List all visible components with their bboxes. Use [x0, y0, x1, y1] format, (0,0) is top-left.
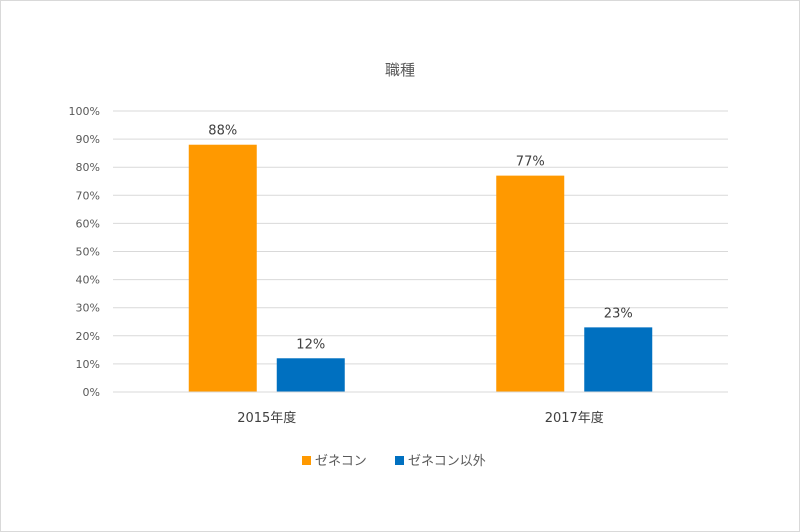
y-tick-label: 60%: [76, 217, 100, 230]
y-tick-label: 70%: [76, 189, 100, 202]
x-tick-label: 2015年度: [237, 410, 296, 426]
legend-label: ゼネコン以外: [408, 454, 486, 469]
x-axis: 2015年度 2017年度: [113, 391, 728, 426]
data-labels: 88% 12% 77% 23%: [208, 124, 632, 353]
y-tick-label: 40%: [76, 274, 100, 287]
bar: [188, 144, 257, 392]
bar: [496, 175, 565, 392]
y-axis: 0% 10% 20% 30% 40% 50% 60% 70% 80% 90% 100%: [69, 105, 100, 399]
legend-swatch: [302, 456, 311, 465]
y-tick-label: 30%: [76, 302, 100, 315]
data-label: 88%: [208, 124, 237, 139]
chart-title: 職種: [385, 61, 415, 79]
bar: [276, 358, 345, 392]
legend-swatch: [395, 456, 404, 465]
y-tick-label: 20%: [76, 330, 100, 343]
y-tick-label: 90%: [76, 133, 100, 146]
y-tick-label: 80%: [76, 161, 100, 174]
y-tick-label: 10%: [76, 358, 100, 371]
legend: ゼネコン ゼネコン以外: [302, 454, 486, 469]
x-tick-label: 2017年度: [545, 410, 604, 426]
data-label: 12%: [296, 337, 325, 352]
bar: [584, 327, 653, 392]
y-tick-label: 100%: [69, 105, 100, 118]
data-label: 23%: [604, 306, 633, 321]
y-tick-label: 0%: [83, 386, 100, 399]
bars: [188, 144, 653, 392]
data-label: 77%: [516, 155, 545, 170]
y-tick-label: 50%: [76, 246, 100, 259]
legend-label: ゼネコン: [315, 454, 367, 469]
